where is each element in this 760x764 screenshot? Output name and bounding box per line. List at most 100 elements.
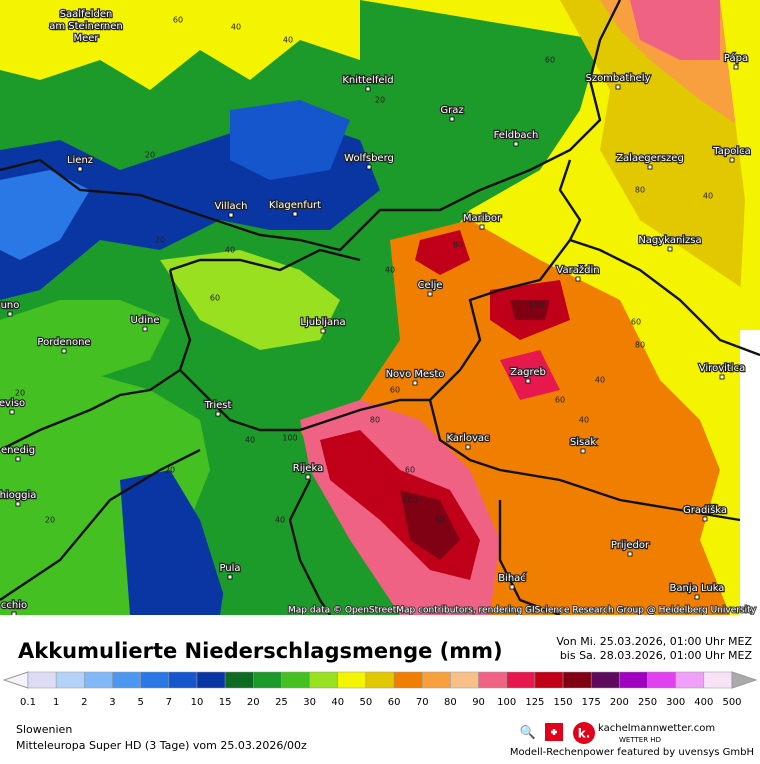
- contour-label: 40: [283, 36, 293, 45]
- contour-label: 20: [15, 389, 25, 398]
- legend-swatch: [393, 671, 423, 689]
- city-label: Rijeka: [293, 463, 323, 474]
- contour-label: 20: [165, 466, 175, 475]
- contour-label: 20: [375, 96, 385, 105]
- legend-swatch: [647, 671, 676, 689]
- legend-label: 100: [497, 697, 516, 708]
- legend-label: 25: [275, 697, 288, 708]
- credit: Modell-Rechenpower featured by uvensys G…: [510, 747, 754, 758]
- contour-label: 20: [45, 516, 55, 525]
- contour-label: 80: [635, 341, 645, 350]
- city-dot: [702, 516, 708, 522]
- city-dot: [667, 246, 673, 252]
- city-label: Bihać: [498, 572, 526, 584]
- city-label: Graz: [440, 105, 463, 116]
- city-dot: [719, 374, 725, 380]
- contour-label: 100: [528, 301, 543, 310]
- city-dot: [365, 86, 371, 92]
- legend-swatch: [450, 671, 479, 689]
- logos: k. 🔍: [520, 722, 595, 744]
- city-label: Varaždin: [556, 264, 599, 276]
- city-label: Zagreb: [510, 367, 546, 378]
- legend-label: 1: [53, 697, 59, 708]
- model-run: Mitteleuropa Super HD (3 Tage) vom 25.03…: [16, 739, 307, 752]
- legend-swatch: [55, 671, 85, 689]
- date-from: Von Mi. 25.03.2026, 01:00 Uhr MEZ: [556, 635, 752, 648]
- contour-label: 40: [225, 246, 235, 255]
- city-label: Tapolca: [712, 146, 750, 157]
- legend-label: 15: [219, 697, 232, 708]
- contour-label: 40: [703, 192, 713, 201]
- contour-label: 60: [631, 318, 641, 327]
- legend-swatch: [421, 671, 451, 689]
- legend-swatch: [675, 671, 705, 689]
- svg-text:🔍: 🔍: [520, 724, 536, 741]
- legend-swatch: [478, 671, 507, 689]
- date-to: bis Sa. 28.03.2026, 01:00 Uhr MEZ: [560, 649, 753, 662]
- city-label: Celje: [418, 280, 443, 291]
- contour-label: 60: [405, 466, 415, 475]
- city-dot: [729, 157, 735, 163]
- city-label: Villach: [215, 201, 248, 212]
- legend-label: 40: [331, 697, 344, 708]
- city-dot: [525, 378, 531, 384]
- attribution: Map data © OpenStreetMap contributors, r…: [288, 606, 757, 616]
- contour-label: 40: [579, 416, 589, 425]
- city-dot: [7, 311, 13, 317]
- city-label: eviso: [0, 398, 25, 409]
- legend-label: 5: [137, 697, 143, 708]
- city-dot: [509, 584, 515, 590]
- city-label: Pápa: [724, 52, 748, 64]
- city-dot: [580, 448, 586, 454]
- city-label: Banja Luka: [670, 583, 725, 594]
- legend-label: 0.1: [20, 697, 36, 708]
- city-label: Ljubljana: [300, 317, 345, 328]
- contour-label: 20: [145, 151, 155, 160]
- legend-swatch: [590, 671, 620, 689]
- legend-label: 70: [416, 697, 429, 708]
- contour-label: 20: [155, 236, 165, 245]
- map-background: [0, 0, 760, 615]
- city-label: Karlovac: [446, 433, 489, 444]
- legend-swatch: [281, 671, 310, 689]
- city-label: Sisak: [570, 437, 596, 448]
- city-label: Nagykanizsa: [638, 235, 701, 246]
- contour-label: 100: [402, 496, 417, 505]
- city-dot: [228, 212, 234, 218]
- city-dot: [513, 141, 519, 147]
- city-dot: [647, 164, 653, 170]
- legend-swatch: [337, 671, 367, 689]
- legend-swatch: [112, 671, 141, 689]
- city-dot: [366, 164, 372, 170]
- city-dot: [215, 411, 221, 417]
- legend-swatch: [84, 671, 113, 689]
- legend-label: 150: [553, 697, 572, 708]
- legend-swatch: [562, 671, 592, 689]
- svg-text:k.: k.: [578, 727, 591, 741]
- city-dot: [320, 328, 326, 334]
- legend-swatch: [140, 671, 170, 689]
- city-label: Gradiška: [683, 504, 727, 516]
- city-label: Lienz: [67, 155, 93, 166]
- city-label: Udine: [131, 315, 160, 326]
- city-dot: [627, 551, 633, 557]
- city-dot: [575, 276, 581, 282]
- legend-swatch: [168, 671, 198, 689]
- borders: [0, 0, 760, 617]
- city-label: Saalfelden: [60, 9, 113, 20]
- city-dot: [449, 116, 455, 122]
- brand-sub: WETTER HD: [619, 736, 661, 744]
- legend-label: 200: [610, 697, 629, 708]
- city-dot: [615, 84, 621, 90]
- contour-label: 40: [245, 436, 255, 445]
- legend-swatch: [309, 671, 339, 689]
- city-label: Wolfsberg: [344, 153, 394, 164]
- city-label: Pula: [219, 563, 240, 574]
- city-label: Pordenone: [37, 337, 90, 348]
- legend-label: 2: [81, 697, 87, 708]
- city-dot: [142, 326, 148, 332]
- legend-label: 3: [109, 697, 115, 708]
- city-label: Meer: [73, 33, 99, 44]
- legend-label: 250: [638, 697, 657, 708]
